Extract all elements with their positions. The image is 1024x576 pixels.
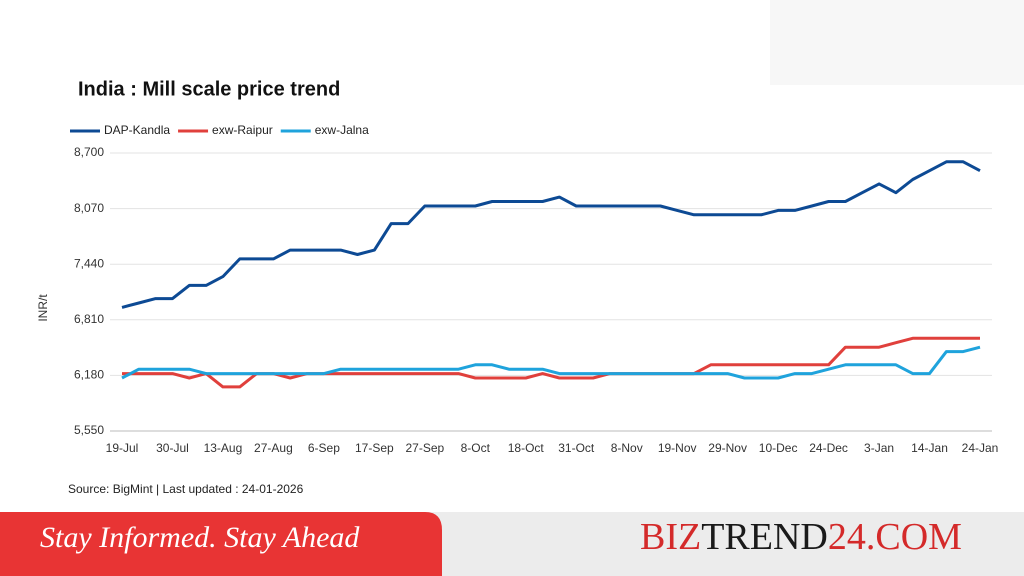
series-line: [121, 160, 981, 309]
x-tick-label: 18-Oct: [508, 441, 545, 455]
x-tick-label: 19-Jul: [106, 441, 139, 455]
x-tick-label: 8-Oct: [461, 441, 491, 455]
y-tick-label: 6,810: [74, 312, 104, 326]
x-tick-label: 27-Aug: [254, 441, 293, 455]
x-tick-label: 13-Aug: [204, 441, 243, 455]
series-line: [122, 336, 980, 389]
y-tick-label: 8,070: [74, 201, 104, 215]
x-tick-label: 6-Sep: [308, 441, 340, 455]
legend-label: exw-Jalna: [315, 123, 369, 137]
brand-part: 24.COM: [828, 516, 962, 558]
x-tick-label: 3-Jan: [864, 441, 894, 455]
x-tick-label: 30-Jul: [156, 441, 189, 455]
x-tick-label: 17-Sep: [355, 441, 394, 455]
x-tick-label: 19-Nov: [658, 441, 697, 455]
banner-red: [0, 512, 442, 576]
brand-part: BIZ: [640, 516, 701, 558]
y-tick-label: 6,180: [74, 368, 104, 382]
x-tick-label: 27-Sep: [405, 441, 444, 455]
series-line: [121, 345, 981, 380]
banner-brand: BIZTREND24.COM: [640, 516, 962, 558]
x-tick-label: 10-Dec: [759, 441, 798, 455]
x-tick-label: 29-Nov: [708, 441, 747, 455]
x-tick-label: 24-Dec: [809, 441, 848, 455]
background-shade: [770, 0, 1024, 85]
brand-part: TREND: [701, 516, 828, 558]
source-note: Source: BigMint | Last updated : 24-01-2…: [68, 482, 304, 496]
x-tick-label: 14-Jan: [911, 441, 948, 455]
x-tick-label: 8-Nov: [611, 441, 643, 455]
y-axis-label: INR/t: [36, 294, 50, 322]
y-tick-label: 5,550: [74, 423, 104, 437]
chart-title: India : Mill scale price trend: [78, 78, 340, 100]
legend-label: exw-Raipur: [212, 123, 273, 137]
x-tick-label: 31-Oct: [558, 441, 595, 455]
legend-label: DAP-Kandla: [104, 123, 170, 137]
banner-tagline: Stay Informed. Stay Ahead: [40, 521, 360, 554]
x-tick-label: 24-Jan: [962, 441, 999, 455]
y-tick-label: 8,700: [74, 145, 104, 159]
y-tick-label: 7,440: [74, 256, 104, 270]
